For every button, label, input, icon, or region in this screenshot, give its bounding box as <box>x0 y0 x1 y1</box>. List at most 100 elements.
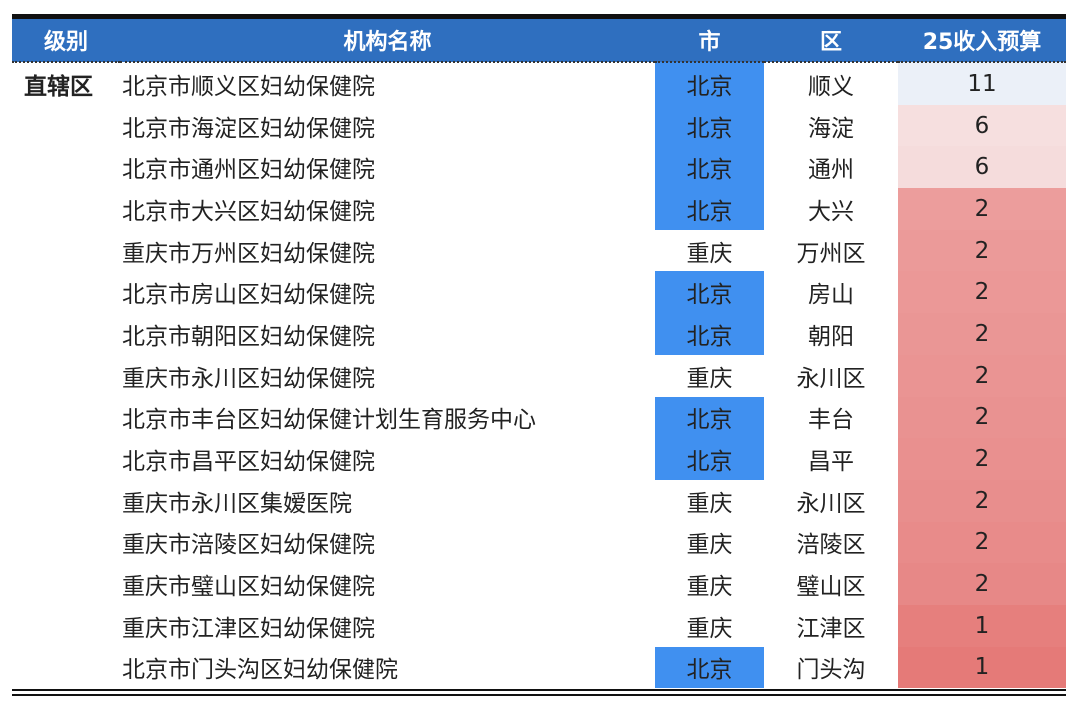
cell-name: 重庆市璧山区妇幼保健院 <box>122 574 375 601</box>
cell-budget: 2 <box>898 438 1066 480</box>
cell-city: 北京 <box>655 396 764 439</box>
cell-budget: 2 <box>898 354 1066 397</box>
cell-name: 北京市朝阳区妇幼保健院 <box>122 323 375 350</box>
cell-name: 北京市海淀区妇幼保健院 <box>122 115 375 142</box>
cell-level <box>12 522 120 564</box>
cell-budget: 11 <box>898 62 1066 105</box>
table-row: 重庆市江津区妇幼保健院 重庆 江津区 1 <box>12 604 1066 647</box>
cell-district: 通州 <box>808 157 854 184</box>
cell-city: 北京 <box>655 104 764 147</box>
cell-name: 北京市大兴区妇幼保健院 <box>122 198 375 225</box>
cell-name: 北京市昌平区妇幼保健院 <box>122 449 375 476</box>
table-row: 重庆市万州区妇幼保健院 重庆 万州区 2 <box>12 229 1066 272</box>
cell-level <box>12 105 120 147</box>
header-level: 级别 <box>12 19 120 63</box>
cell-district: 大兴 <box>808 198 854 225</box>
header-district: 区 <box>764 19 898 63</box>
cell-city: 北京 <box>655 646 764 689</box>
table-row: 北京市通州区妇幼保健院 北京 通州 6 <box>12 146 1066 189</box>
cell-budget: 1 <box>898 604 1066 647</box>
cell-city: 北京 <box>655 146 764 189</box>
cell-district: 永川区 <box>796 490 866 517</box>
cell-district: 昌平 <box>808 449 854 476</box>
table-row: 重庆市涪陵区妇幼保健院 重庆 涪陵区 2 <box>12 521 1066 564</box>
header-budget: 25收入预算 <box>898 19 1066 63</box>
cell-budget: 2 <box>898 563 1066 605</box>
table-row: 北京市海淀区妇幼保健院 北京 海淀 6 <box>12 104 1066 147</box>
cell-city: 北京 <box>655 188 764 230</box>
table-row: 北京市门头沟区妇幼保健院 北京 门头沟 1 <box>12 646 1066 689</box>
cell-level <box>12 355 120 397</box>
cell-budget: 1 <box>898 646 1066 689</box>
cell-level <box>12 146 120 188</box>
cell-budget: 2 <box>898 479 1066 522</box>
header-city: 市 <box>655 19 764 63</box>
cell-district: 顺义 <box>808 73 854 100</box>
cell-budget: 6 <box>898 104 1066 147</box>
cell-level: 直辖区 <box>24 73 93 100</box>
cell-city: 重庆 <box>686 365 733 392</box>
cell-district: 房山 <box>808 282 854 309</box>
table-row: 北京市房山区妇幼保健院 北京 房山 2 <box>12 271 1066 314</box>
cell-district: 江津区 <box>796 615 866 642</box>
cell-city: 重庆 <box>686 240 733 267</box>
table-row: 北京市丰台区妇幼保健计划生育服务中心 北京 丰台 2 <box>12 396 1066 439</box>
cell-district: 永川区 <box>796 365 866 392</box>
cell-district: 万州区 <box>796 240 866 267</box>
cell-city: 北京 <box>655 313 764 355</box>
cell-district: 丰台 <box>808 407 854 434</box>
cell-city: 重庆 <box>686 574 733 601</box>
cell-city: 北京 <box>655 62 764 105</box>
cell-name: 重庆市涪陵区妇幼保健院 <box>122 532 375 559</box>
cell-budget: 6 <box>898 146 1066 189</box>
cell-level <box>12 480 120 522</box>
cell-city: 北京 <box>655 271 764 314</box>
cell-name: 重庆市江津区妇幼保健院 <box>122 615 375 642</box>
cell-city: 重庆 <box>686 490 733 517</box>
cell-name: 重庆市永川区妇幼保健院 <box>122 365 375 392</box>
bottom-border-double <box>12 694 1066 696</box>
cell-name: 北京市丰台区妇幼保健计划生育服务中心 <box>122 407 536 434</box>
cell-name: 重庆市永川区集嫒医院 <box>122 490 352 517</box>
cell-district: 海淀 <box>808 115 854 142</box>
cell-city: 重庆 <box>686 615 733 642</box>
cell-city: 重庆 <box>686 532 733 559</box>
cell-district: 璧山区 <box>796 574 866 601</box>
table-row: 重庆市璧山区妇幼保健院 重庆 璧山区 2 <box>12 563 1066 605</box>
table-row: 重庆市永川区集嫒医院 重庆 永川区 2 <box>12 479 1066 522</box>
cell-budget: 2 <box>898 521 1066 564</box>
table-row: 直辖区 北京市顺义区妇幼保健院 北京 顺义 11 <box>12 62 1066 105</box>
cell-level <box>12 438 120 480</box>
cell-level <box>12 188 120 230</box>
cell-level <box>12 230 120 272</box>
cell-budget: 2 <box>898 396 1066 439</box>
table-row: 北京市朝阳区妇幼保健院 北京 朝阳 2 <box>12 313 1066 355</box>
cell-name: 北京市房山区妇幼保健院 <box>122 282 375 309</box>
cell-name: 重庆市万州区妇幼保健院 <box>122 240 375 267</box>
cell-budget: 2 <box>898 313 1066 355</box>
cell-budget: 2 <box>898 229 1066 272</box>
cell-name: 北京市顺义区妇幼保健院 <box>122 73 375 100</box>
bottom-border <box>12 689 1066 691</box>
cell-level <box>12 313 120 355</box>
cell-budget: 2 <box>898 271 1066 314</box>
header-name: 机构名称 <box>120 19 655 63</box>
cell-level <box>12 563 120 605</box>
top-border <box>12 14 1066 19</box>
cell-level <box>12 605 120 647</box>
cell-level <box>12 271 120 313</box>
cell-city: 北京 <box>655 438 764 480</box>
cell-name: 北京市通州区妇幼保健院 <box>122 157 375 184</box>
cell-district: 门头沟 <box>796 657 866 684</box>
cell-level <box>12 397 120 439</box>
cell-district: 朝阳 <box>808 323 854 350</box>
institution-table: 级别 机构名称 市 区 25收入预算 直辖区 北京市顺义区妇幼保健院 北京 顺义 11 北… <box>12 19 1066 689</box>
table-row: 重庆市永川区妇幼保健院 重庆 永川区 2 <box>12 354 1066 397</box>
cell-name: 北京市门头沟区妇幼保健院 <box>122 657 398 684</box>
cell-budget: 2 <box>898 188 1066 230</box>
table-row: 北京市昌平区妇幼保健院 北京 昌平 2 <box>12 438 1066 480</box>
cell-level <box>12 647 120 689</box>
cell-district: 涪陵区 <box>796 532 866 559</box>
table-row: 北京市大兴区妇幼保健院 北京 大兴 2 <box>12 188 1066 230</box>
header-row: 级别 机构名称 市 区 25收入预算 <box>12 19 1066 63</box>
